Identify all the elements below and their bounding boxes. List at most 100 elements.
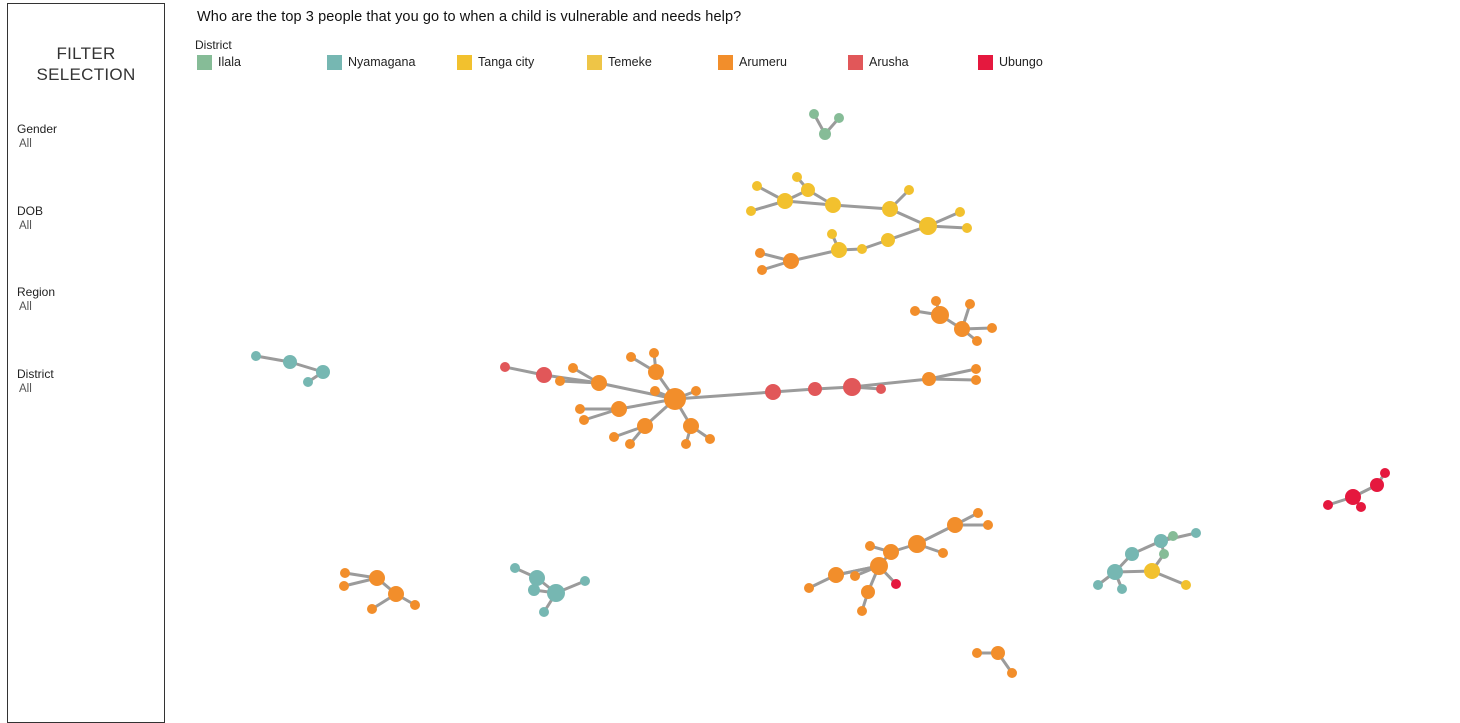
network-node-arumeru[interactable] bbox=[1007, 668, 1017, 678]
network-node-arumeru[interactable] bbox=[388, 586, 404, 602]
network-node-arusha[interactable] bbox=[843, 378, 861, 396]
network-node-ilala[interactable] bbox=[809, 109, 819, 119]
filter-value[interactable]: All bbox=[19, 138, 32, 150]
network-node-arumeru[interactable] bbox=[625, 439, 635, 449]
network-node-ilala[interactable] bbox=[1159, 549, 1169, 559]
network-node-arumeru[interactable] bbox=[965, 299, 975, 309]
network-node-nyamagana[interactable] bbox=[251, 351, 261, 361]
network-node-arumeru[interactable] bbox=[804, 583, 814, 593]
network-node-arumeru[interactable] bbox=[367, 604, 377, 614]
network-node-tanga-city[interactable] bbox=[881, 233, 895, 247]
network-node-arumeru[interactable] bbox=[883, 544, 899, 560]
network-node-arumeru[interactable] bbox=[861, 585, 875, 599]
network-node-arumeru[interactable] bbox=[828, 567, 844, 583]
network-node-arumeru[interactable] bbox=[683, 418, 699, 434]
network-node-arumeru[interactable] bbox=[947, 517, 963, 533]
network-node-nyamagana[interactable] bbox=[283, 355, 297, 369]
network-node-ilala[interactable] bbox=[819, 128, 831, 140]
network-node-tanga-city[interactable] bbox=[955, 207, 965, 217]
network-node-arumeru[interactable] bbox=[575, 404, 585, 414]
network-node-arumeru[interactable] bbox=[579, 415, 589, 425]
network-node-tanga-city[interactable] bbox=[827, 229, 837, 239]
network-node-nyamagana[interactable] bbox=[1107, 564, 1123, 580]
network-node-nyamagana[interactable] bbox=[1093, 580, 1103, 590]
network-node-ilala[interactable] bbox=[834, 113, 844, 123]
filter-region[interactable]: Region All bbox=[17, 285, 55, 314]
network-node-arusha[interactable] bbox=[765, 384, 781, 400]
network-node-tanga-city[interactable] bbox=[831, 242, 847, 258]
network-node-arumeru[interactable] bbox=[757, 265, 767, 275]
network-node-tanga-city[interactable] bbox=[746, 206, 756, 216]
network-node-arumeru[interactable] bbox=[339, 581, 349, 591]
network-node-nyamagana[interactable] bbox=[316, 365, 330, 379]
network-node-arumeru[interactable] bbox=[609, 432, 619, 442]
network-node-arumeru[interactable] bbox=[626, 352, 636, 362]
network-node-tanga-city[interactable] bbox=[904, 185, 914, 195]
filter-district[interactable]: District All bbox=[17, 367, 54, 396]
network-node-nyamagana[interactable] bbox=[539, 607, 549, 617]
network-node-tanga-city[interactable] bbox=[857, 244, 867, 254]
filter-value[interactable]: All bbox=[19, 301, 32, 313]
network-node-tanga-city[interactable] bbox=[801, 183, 815, 197]
network-node-ilala[interactable] bbox=[1168, 531, 1178, 541]
filter-value[interactable]: All bbox=[19, 383, 32, 395]
network-node-tanga-city[interactable] bbox=[777, 193, 793, 209]
network-node-arumeru[interactable] bbox=[369, 570, 385, 586]
legend-item-arusha[interactable]: Arusha bbox=[848, 54, 909, 70]
network-node-arumeru[interactable] bbox=[340, 568, 350, 578]
network-node-arumeru[interactable] bbox=[938, 548, 948, 558]
network-node-arumeru[interactable] bbox=[555, 376, 565, 386]
network-node-arumeru[interactable] bbox=[971, 375, 981, 385]
network-node-nyamagana[interactable] bbox=[1154, 534, 1168, 548]
network-node-arumeru[interactable] bbox=[870, 557, 888, 575]
network-node-arumeru[interactable] bbox=[931, 296, 941, 306]
network-node-arumeru[interactable] bbox=[649, 348, 659, 358]
legend-item-arumeru[interactable]: Arumeru bbox=[718, 54, 787, 70]
network-node-tanga-city[interactable] bbox=[825, 197, 841, 213]
network-node-arusha[interactable] bbox=[536, 367, 552, 383]
network-node-arumeru[interactable] bbox=[648, 364, 664, 380]
network-node-arumeru[interactable] bbox=[983, 520, 993, 530]
network-node-nyamagana[interactable] bbox=[580, 576, 590, 586]
network-node-arumeru[interactable] bbox=[611, 401, 627, 417]
filter-value[interactable]: All bbox=[19, 220, 32, 232]
network-node-nyamagana[interactable] bbox=[1117, 584, 1127, 594]
network-node-arumeru[interactable] bbox=[987, 323, 997, 333]
network-node-arumeru[interactable] bbox=[973, 508, 983, 518]
network-node-nyamagana[interactable] bbox=[529, 570, 545, 586]
network-node-arumeru[interactable] bbox=[568, 363, 578, 373]
network-node-arumeru[interactable] bbox=[650, 386, 660, 396]
legend-item-ubungo[interactable]: Ubungo bbox=[978, 54, 1043, 70]
network-node-arumeru[interactable] bbox=[972, 336, 982, 346]
network-node-tanga-city[interactable] bbox=[919, 217, 937, 235]
network-node-arumeru[interactable] bbox=[857, 606, 867, 616]
network-node-nyamagana[interactable] bbox=[303, 377, 313, 387]
network-node-arumeru[interactable] bbox=[755, 248, 765, 258]
network-node-nyamagana[interactable] bbox=[528, 584, 540, 596]
network-node-arumeru[interactable] bbox=[910, 306, 920, 316]
network-node-ubungo[interactable] bbox=[1380, 468, 1390, 478]
network-node-arumeru[interactable] bbox=[865, 541, 875, 551]
network-node-tanga-city[interactable] bbox=[882, 201, 898, 217]
network-node-nyamagana[interactable] bbox=[1191, 528, 1201, 538]
network-node-tanga-city[interactable] bbox=[962, 223, 972, 233]
filter-gender[interactable]: Gender All bbox=[17, 122, 57, 151]
network-node-arumeru[interactable] bbox=[931, 306, 949, 324]
network-node-arumeru[interactable] bbox=[664, 388, 686, 410]
network-node-arumeru[interactable] bbox=[691, 386, 701, 396]
network-node-arumeru[interactable] bbox=[922, 372, 936, 386]
network-node-nyamagana[interactable] bbox=[1125, 547, 1139, 561]
network-node-arumeru[interactable] bbox=[783, 253, 799, 269]
network-node-tanga-city[interactable] bbox=[752, 181, 762, 191]
network-node-arumeru[interactable] bbox=[850, 571, 860, 581]
network-node-arumeru[interactable] bbox=[637, 418, 653, 434]
network-node-arumeru[interactable] bbox=[705, 434, 715, 444]
legend-item-tanga-city[interactable]: Tanga city bbox=[457, 54, 534, 70]
filter-dob[interactable]: DOB All bbox=[17, 204, 43, 233]
network-node-arusha[interactable] bbox=[876, 384, 886, 394]
network-node-arusha[interactable] bbox=[500, 362, 510, 372]
network-node-ubungo[interactable] bbox=[1356, 502, 1366, 512]
network-node-nyamagana[interactable] bbox=[510, 563, 520, 573]
network-node-tanga-city[interactable] bbox=[1181, 580, 1191, 590]
network-node-arumeru[interactable] bbox=[991, 646, 1005, 660]
